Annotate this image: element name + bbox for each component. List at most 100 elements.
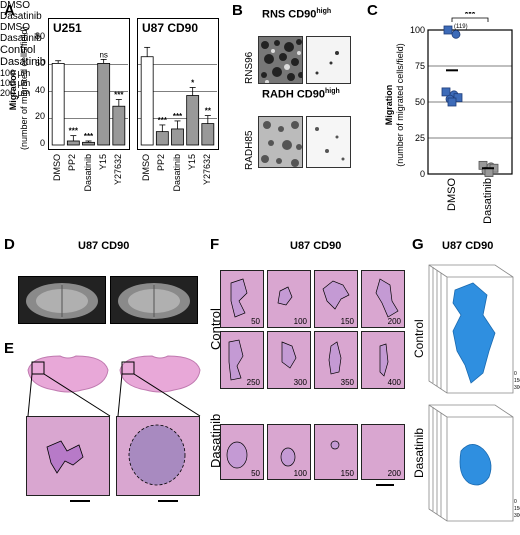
panel-g-row-dasatinib: Dasatinib bbox=[412, 427, 426, 478]
panel-c-point bbox=[443, 25, 453, 35]
panel-f-tumor-outline bbox=[322, 280, 350, 310]
panel-a-u87-title: U87 CD90 bbox=[142, 21, 199, 35]
panel-g-row-control: Control bbox=[412, 319, 426, 358]
panel-a-u87-frame: U87 CD90 *** *** * ** bbox=[137, 18, 219, 150]
panel-f-tumor-outline bbox=[230, 278, 248, 318]
panel-a-ytick: 0 bbox=[39, 138, 45, 148]
panel-b-title-1-sup: high bbox=[316, 8, 332, 15]
panel-label-f: F bbox=[210, 236, 220, 253]
panel-e-zoom-dasatinib bbox=[116, 416, 200, 496]
panel-g-tumor-dasatinib bbox=[459, 444, 492, 486]
panel-b-title-2: RADH CD90high bbox=[262, 88, 340, 101]
panel-a-u87-bar bbox=[171, 128, 184, 146]
panel-b-title-1-text: RNS CD90 bbox=[262, 8, 317, 21]
panel-a-u251-bar bbox=[82, 141, 95, 146]
panel-a-ylabel-main: Migration bbox=[8, 69, 18, 111]
panel-b-image-rns-dasatinib bbox=[306, 36, 351, 84]
panel-a-category-label: Y15 bbox=[97, 154, 108, 171]
panel-g-title: U87 CD90 bbox=[442, 240, 494, 252]
panel-f-control-tile: 200 bbox=[361, 270, 405, 328]
panel-e-zoom-control bbox=[26, 416, 110, 496]
panel-c-point bbox=[484, 168, 494, 177]
panel-a-u251-sig: *** bbox=[69, 127, 79, 136]
panel-a-ytick: 20 bbox=[34, 111, 45, 122]
panel-g-axis-tick: 150 bbox=[514, 378, 520, 384]
panel-f-depth-label: 300 bbox=[293, 378, 307, 387]
panel-f-depth-label: 50 bbox=[251, 469, 260, 478]
panel-d-mri-control bbox=[18, 276, 106, 324]
panel-a-u87-bar bbox=[155, 131, 169, 146]
panel-f-depth-label: 350 bbox=[340, 378, 354, 387]
panel-f-tumor-outline bbox=[379, 343, 389, 377]
panel-f-title: U87 CD90 bbox=[290, 240, 342, 252]
panel-a-category-label: Dasatinib bbox=[82, 154, 93, 192]
panel-a-u251-sig: *** bbox=[84, 132, 94, 141]
panel-b-cells-sparse-2 bbox=[315, 127, 345, 161]
panel-label-c: C bbox=[367, 2, 378, 19]
panel-g-tumor-control bbox=[452, 282, 496, 384]
panel-d-brain-dasatinib bbox=[118, 283, 190, 319]
panel-b-image-rns-dmso bbox=[258, 36, 303, 84]
panel-e-brain-right bbox=[119, 355, 201, 393]
panel-e-scale-bar-2 bbox=[158, 500, 178, 502]
panel-a-ytick: 60 bbox=[34, 57, 45, 68]
panel-b-cells-dense-2 bbox=[261, 121, 302, 167]
panel-c-sig-bracket bbox=[451, 17, 489, 22]
panel-f-tumor-outline bbox=[226, 441, 248, 469]
panel-f-dasatinib-tile: 50 bbox=[220, 424, 264, 480]
panel-a-u87-sig: *** bbox=[173, 112, 183, 121]
panel-f-depth-label: 400 bbox=[387, 378, 401, 387]
panel-a-u87-bar bbox=[201, 123, 215, 146]
panel-f-tumor-outline bbox=[330, 440, 340, 450]
panel-a-category-label: Y27632 bbox=[112, 154, 123, 186]
panel-a-u251-title: U251 bbox=[53, 21, 82, 35]
panel-b-image-radh-dmso bbox=[258, 116, 303, 168]
panel-f-depth-label: 50 bbox=[251, 317, 260, 326]
panel-f-depth-label: 100 bbox=[293, 469, 307, 478]
panel-a-u251-sig: *** bbox=[114, 91, 124, 100]
panel-label-e: E bbox=[4, 340, 15, 357]
panel-b-row-2: RADH85 bbox=[244, 130, 255, 170]
panel-b-label-dasatinib-1: Dasatinib bbox=[0, 11, 42, 22]
panel-f-tumor-outline bbox=[328, 341, 342, 375]
panel-g-axis-tick: 150 bbox=[514, 506, 520, 512]
panel-a-u87-sig: * bbox=[191, 78, 195, 87]
panel-e-zoom-line bbox=[27, 373, 33, 417]
panel-c-outlier-label: (119) bbox=[454, 24, 468, 30]
panel-d-label-control: Control bbox=[0, 44, 36, 56]
panel-c-point bbox=[447, 97, 457, 107]
panel-a-u251-bar bbox=[51, 63, 65, 146]
panel-f-control-tile: 50 bbox=[220, 270, 264, 328]
panel-a-u251-bar bbox=[112, 105, 126, 146]
panel-b-row-1: RNS96 bbox=[244, 51, 255, 84]
panel-label-a: A bbox=[4, 2, 15, 19]
panel-a-ytick: 40 bbox=[34, 84, 45, 95]
panel-f-depth-label: 100 bbox=[293, 317, 307, 326]
panel-b-label-dmso-1: DMSO bbox=[0, 0, 30, 11]
panel-a-category-label: PP2 bbox=[156, 154, 167, 172]
panel-d-label-dasatinib: Dasatinib bbox=[0, 56, 46, 68]
panel-a-u251-frame: U251 *** *** ns *** bbox=[48, 18, 130, 150]
panel-e-scale-label: 100 µm bbox=[0, 68, 31, 78]
panel-a-u251-bar bbox=[97, 63, 111, 146]
panel-c-ytick: 0 bbox=[420, 169, 425, 179]
panel-label-b: B bbox=[232, 2, 243, 19]
panel-g-box-control bbox=[428, 264, 514, 394]
panel-label-d: D bbox=[4, 236, 15, 253]
panel-a-category-label: PP2 bbox=[67, 154, 78, 172]
panel-c-ytick: 75 bbox=[415, 61, 425, 71]
panel-f-depth-label: 200 bbox=[387, 317, 401, 326]
panel-f-control-tile: 250 bbox=[220, 331, 264, 389]
panel-a-u87-sig: ** bbox=[205, 107, 212, 116]
panel-f-depth-label: 200 bbox=[387, 469, 401, 478]
panel-e-tumor-dasatinib bbox=[128, 424, 186, 486]
panel-a-u251-sig: ns bbox=[99, 50, 107, 59]
panel-f-tumor-outline bbox=[375, 278, 399, 318]
panel-e-scale-bar bbox=[70, 500, 90, 502]
panel-a-category-label: Dasatinib bbox=[171, 154, 182, 192]
panel-g-axis-tick: 300 bbox=[514, 513, 520, 519]
panel-b-image-radh-dasatinib bbox=[306, 116, 351, 168]
panel-d-title: U87 CD90 bbox=[78, 240, 130, 252]
panel-f-control-tile: 300 bbox=[267, 331, 311, 389]
panel-f-control-tile: 400 bbox=[361, 331, 405, 389]
